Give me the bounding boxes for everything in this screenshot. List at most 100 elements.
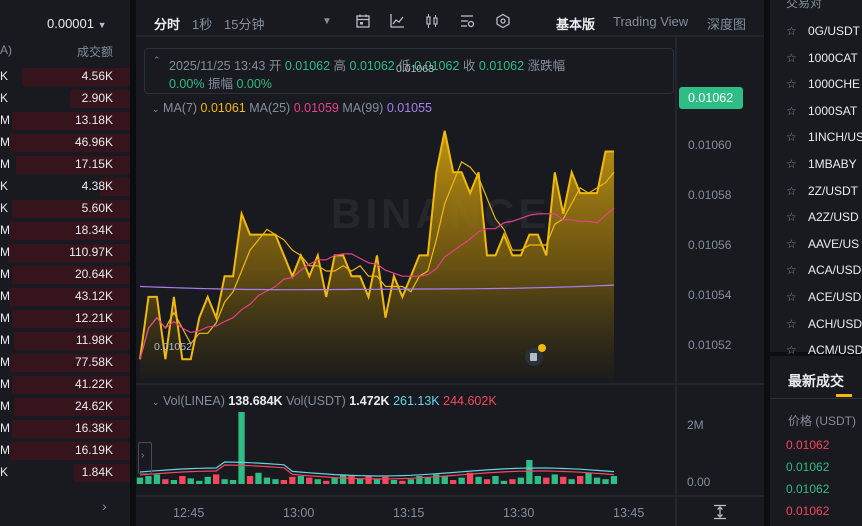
candlestick-icon[interactable] [424, 13, 440, 34]
trade-row: M 77.58K [0, 352, 130, 374]
precision-select[interactable]: 0.00001 ▼ [47, 16, 107, 31]
volume-value: 17.15K [74, 157, 113, 171]
volume-value: 16.19K [74, 443, 113, 457]
ohlc-info-box: ⌃ 2025/11/25 13:43 开 0.01062 高 0.01062 低… [144, 48, 674, 94]
vol-ma2-value: 244.602K [443, 394, 497, 408]
pair-item[interactable]: ACA/USD [808, 263, 862, 278]
price-line [139, 130, 614, 361]
vol-linea-label: Vol(LINEA) [163, 394, 225, 408]
high-marker: 0.01063 [396, 63, 434, 75]
pairs-header: 交易对 [786, 0, 823, 10]
latest-trades-panel: 最新成交 价格 (USDT) 0.01062 0.01062 0.01062 0.01… [770, 356, 862, 526]
volume-bar [534, 476, 541, 484]
ma-legend: ⌄ MA(7) 0.01061 MA(25) 0.01059 MA(99) 0.… [152, 101, 432, 115]
volume-collapse-icon[interactable]: ⌄ [152, 397, 160, 407]
favorite-star-icon[interactable]: ☆ [786, 183, 797, 198]
volume-bar [204, 476, 211, 484]
pair-item[interactable]: 1000SAT [808, 103, 858, 118]
pair-item[interactable]: ACE/USD [808, 290, 862, 304]
volume-bar [568, 479, 575, 484]
favorite-star-icon[interactable]: ☆ [786, 316, 797, 331]
favorite-star-icon[interactable]: ☆ [786, 103, 797, 118]
depth-bar [12, 310, 130, 328]
depth-bar [12, 200, 130, 218]
calendar-icon[interactable] [355, 13, 371, 34]
amount-suffix: K [0, 179, 9, 193]
pair-item[interactable]: 0G/USDT [808, 24, 861, 38]
hexagon-settings-icon[interactable] [495, 13, 511, 34]
favorite-star-icon[interactable]: ☆ [786, 157, 797, 171]
depth-bar [74, 464, 130, 482]
price-tick: 0.01058 [688, 188, 732, 202]
amount-suffix: K [0, 465, 9, 479]
tab-time-sharing[interactable]: 分时 [154, 17, 181, 32]
volume-bar [416, 476, 423, 484]
pair-item[interactable]: 2Z/USDT [808, 183, 859, 198]
trade-price: 0.01062 [786, 438, 830, 452]
interval-15m[interactable]: 15分钟 [224, 17, 265, 32]
ohlc-line-2: 0.00% 振幅 0.00% [169, 73, 272, 92]
favorite-star-icon[interactable]: ☆ [786, 236, 797, 251]
indicator-settings-icon[interactable] [459, 13, 475, 34]
volume-value: 16.38K [74, 421, 113, 435]
favorite-star-icon[interactable]: ☆ [786, 130, 797, 145]
open-value: 0.01062 [284, 59, 331, 73]
volume-bar [162, 479, 169, 484]
ohlc-datetime: 2025/11/25 13:43 [169, 59, 266, 73]
trade-row: K 1.84K [0, 462, 130, 484]
volume-bar [441, 476, 448, 484]
tab-basic-view[interactable]: 基本版 [556, 17, 596, 32]
interval-1s[interactable]: 1秒 [192, 17, 213, 32]
ma25-line [139, 207, 615, 360]
tab-tradingview[interactable]: Trading View [613, 14, 689, 29]
ma99-line [139, 284, 615, 291]
volume-bars [136, 412, 618, 484]
interval-dropdown-icon[interactable]: ▼ [322, 16, 332, 27]
trade-row: K 5.60K [0, 198, 130, 220]
pair-item[interactable]: A2Z/USD [808, 210, 859, 225]
time-tick: 13:15 [393, 506, 425, 520]
trade-row: M 11.98K [0, 330, 130, 352]
favorite-star-icon[interactable]: ☆ [786, 210, 797, 225]
volume-bar [314, 479, 321, 484]
volume-bar [492, 476, 499, 484]
pair-item[interactable]: ACH/USD [808, 316, 862, 331]
ma-collapse-icon[interactable]: ⌄ [152, 104, 160, 114]
pair-item[interactable]: 1000CAT [808, 50, 858, 65]
close-value: 0.01062 [478, 59, 525, 73]
favorite-star-icon[interactable]: ☆ [786, 50, 797, 65]
resize-axis-icon[interactable] [712, 504, 728, 525]
vol-ma1-value: 261.13K [393, 394, 440, 408]
tab-depth-chart[interactable]: 深度图 [707, 17, 747, 32]
latest-trades-title[interactable]: 最新成交 [788, 373, 844, 389]
trade-price: 0.01062 [786, 504, 830, 518]
depth-bar [10, 288, 130, 306]
collapse-chevron-icon[interactable]: ⌃ [153, 55, 161, 65]
amount-suffix: M [0, 333, 10, 347]
amount-suffix: M [0, 223, 10, 237]
line-chart-icon[interactable] [389, 13, 405, 34]
favorite-star-icon[interactable]: ☆ [786, 263, 797, 278]
current-price-tag: 0.01062 [679, 87, 743, 109]
trade-row: M 41.22K [0, 374, 130, 396]
pair-item[interactable]: AAVE/US [808, 236, 860, 251]
favorite-star-icon[interactable]: ☆ [786, 24, 797, 38]
price-chart[interactable]: BINANCE [136, 0, 764, 526]
pair-item[interactable]: 1MBABY [808, 157, 857, 171]
pair-item[interactable]: 1000CHE [808, 77, 861, 92]
column-header-volume: 成交额 [76, 45, 113, 59]
volume-bar [560, 476, 567, 484]
volume-value: 43.12K [74, 289, 113, 303]
pair-item[interactable]: 1INCH/US [808, 130, 862, 145]
scroll-left-handle[interactable]: › [138, 442, 152, 474]
favorite-star-icon[interactable]: ☆ [786, 343, 797, 358]
notification-icon[interactable] [525, 344, 546, 366]
favorite-star-icon[interactable]: ☆ [786, 290, 797, 304]
favorite-star-icon[interactable]: ☆ [786, 77, 797, 92]
trade-row: M 43.12K [0, 286, 130, 308]
time-tick: 12:45 [173, 506, 205, 520]
chevron-right-icon[interactable]: › [102, 498, 107, 514]
pair-item[interactable]: ACM/USD [808, 343, 862, 358]
ma99-value: 0.01055 [386, 101, 433, 115]
amplitude-label: 振幅 [207, 77, 233, 91]
